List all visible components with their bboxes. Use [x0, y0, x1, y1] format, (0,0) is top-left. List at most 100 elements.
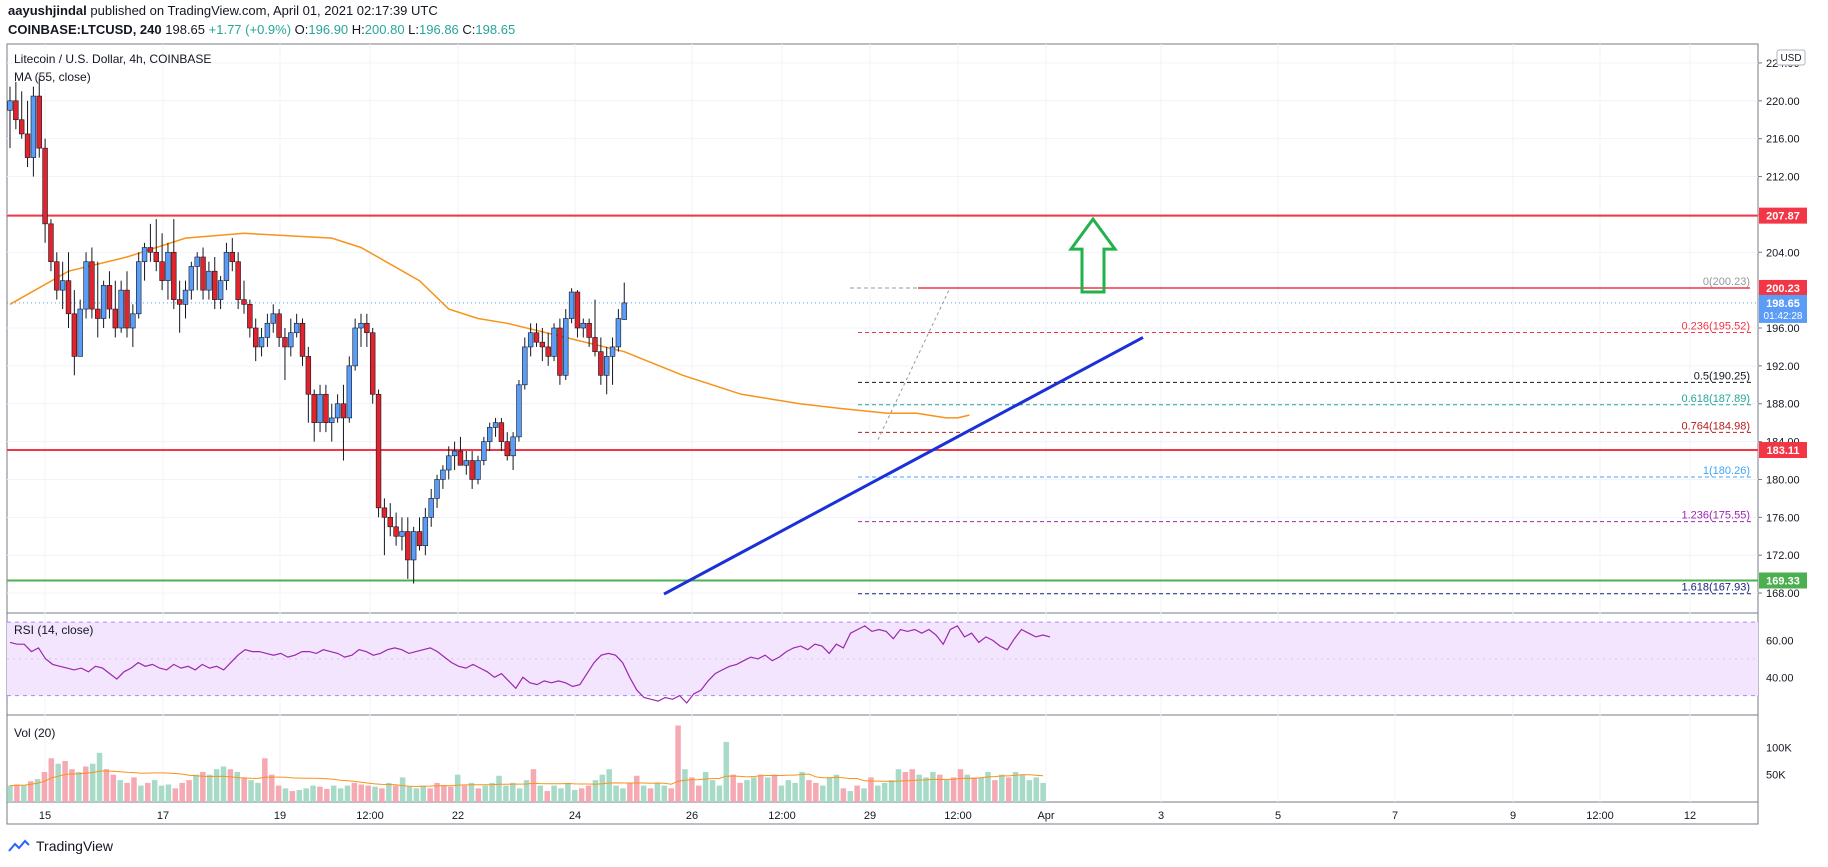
- candle-up: [288, 332, 294, 348]
- candle-up: [475, 460, 481, 480]
- price-tick-label: 212.00: [1766, 172, 1800, 184]
- volume-bar: [296, 789, 303, 802]
- volume-bar: [399, 777, 406, 802]
- fib-level-label: 0(200.23): [1703, 276, 1750, 288]
- x-tick-label: 26: [686, 810, 698, 822]
- candle-up: [358, 322, 364, 329]
- volume-bar: [627, 782, 633, 802]
- volume-bar: [661, 785, 668, 802]
- volume-bar: [510, 782, 516, 802]
- candle-down: [276, 313, 282, 338]
- candle-up: [329, 417, 335, 423]
- volume-tick-label: 100K: [1766, 742, 1792, 754]
- volume-bar: [909, 769, 916, 802]
- tradingview-footer[interactable]: TradingView: [8, 838, 113, 854]
- candle-down: [387, 517, 393, 528]
- x-tick-label: 5: [1275, 810, 1281, 822]
- tradingview-logo-icon: [8, 839, 30, 852]
- candle-up: [492, 422, 499, 428]
- candle-down: [153, 251, 159, 263]
- volume-bar: [55, 763, 61, 802]
- fib-level-label: 0.236(195.52): [1682, 321, 1751, 333]
- volume-bar: [14, 784, 20, 802]
- volume-bar: [606, 769, 612, 802]
- candle-down: [147, 247, 154, 253]
- candle-down: [369, 332, 376, 395]
- volume-tick-label: 50K: [1766, 770, 1786, 782]
- volume-bar: [41, 771, 48, 802]
- volume-bar: [702, 771, 709, 802]
- x-tick-label: 12:00: [356, 810, 384, 822]
- volume-bar: [875, 785, 881, 802]
- volume-bar: [902, 771, 909, 802]
- volume-bar: [503, 785, 509, 802]
- volume-bar: [21, 785, 27, 802]
- volume-bar: [682, 769, 688, 802]
- volume-bar: [957, 769, 964, 802]
- x-tick-label: 12: [1684, 810, 1696, 822]
- volume-bar: [144, 782, 151, 802]
- candle-up: [264, 322, 271, 338]
- candle-down: [18, 119, 25, 135]
- candle-down: [95, 308, 101, 319]
- volume-bar: [310, 785, 316, 802]
- candle-up: [609, 346, 616, 357]
- volume-bar: [234, 771, 241, 802]
- publish-info: published on TradingView.com, April 01, …: [90, 3, 438, 18]
- volume-bar: [1005, 777, 1012, 802]
- volume-bar: [757, 774, 764, 802]
- candle-up: [440, 469, 446, 480]
- candle-down: [229, 251, 235, 263]
- x-tick-label: 22: [452, 810, 464, 822]
- ascending-trendline: [663, 336, 1144, 596]
- candle-down: [340, 403, 347, 419]
- price-tick-label: 172.00: [1766, 550, 1800, 562]
- volume-bar: [895, 769, 902, 802]
- bullish-arrow-icon: [1068, 216, 1118, 294]
- volume-bar: [668, 788, 674, 802]
- volume-bar: [599, 774, 606, 802]
- price-tick-label: 180.00: [1766, 474, 1800, 486]
- volume-bar: [516, 788, 523, 802]
- volume-bar: [847, 791, 854, 802]
- candle-up: [522, 346, 528, 386]
- level-price-badge: [1759, 207, 1807, 224]
- volume-bar: [496, 775, 502, 802]
- price-badge: [1759, 279, 1807, 296]
- candle-up: [30, 95, 37, 158]
- candle-down: [65, 280, 72, 315]
- volume-bar: [881, 782, 888, 802]
- candle-up: [317, 393, 323, 423]
- candle-down: [212, 270, 218, 300]
- candle-down: [247, 304, 253, 329]
- volume-bar: [799, 771, 805, 802]
- volume-bar: [819, 785, 826, 802]
- volume-bar: [813, 782, 819, 802]
- candle-up: [7, 100, 13, 111]
- volume-bar: [744, 780, 750, 802]
- candle-down: [282, 337, 288, 348]
- volume-bar: [138, 785, 144, 802]
- volume-bar: [751, 777, 757, 802]
- volume-bar: [103, 769, 110, 802]
- x-tick-label: 12:00: [768, 810, 796, 822]
- volume-bar: [131, 777, 137, 802]
- currency-badge-label: USD: [1780, 53, 1801, 64]
- candle-down: [48, 223, 54, 263]
- candle-up: [580, 322, 587, 329]
- volume-bar: [365, 785, 371, 802]
- x-tick-label: 17: [157, 810, 169, 822]
- price-tick-label: 204.00: [1766, 247, 1800, 259]
- fib-level-label: 0.5(190.25): [1694, 370, 1750, 382]
- volume-label: Vol (20): [14, 726, 55, 740]
- volume-bar: [468, 782, 475, 802]
- price-badge: [1759, 294, 1807, 323]
- candle-up: [510, 436, 516, 457]
- volume-bar: [200, 771, 206, 802]
- candle-up: [551, 327, 557, 357]
- publisher-name[interactable]: aayushjindal: [8, 3, 87, 18]
- tradingview-brand: TradingView: [36, 838, 114, 854]
- volume-bar: [96, 752, 103, 802]
- candle-down: [533, 332, 540, 343]
